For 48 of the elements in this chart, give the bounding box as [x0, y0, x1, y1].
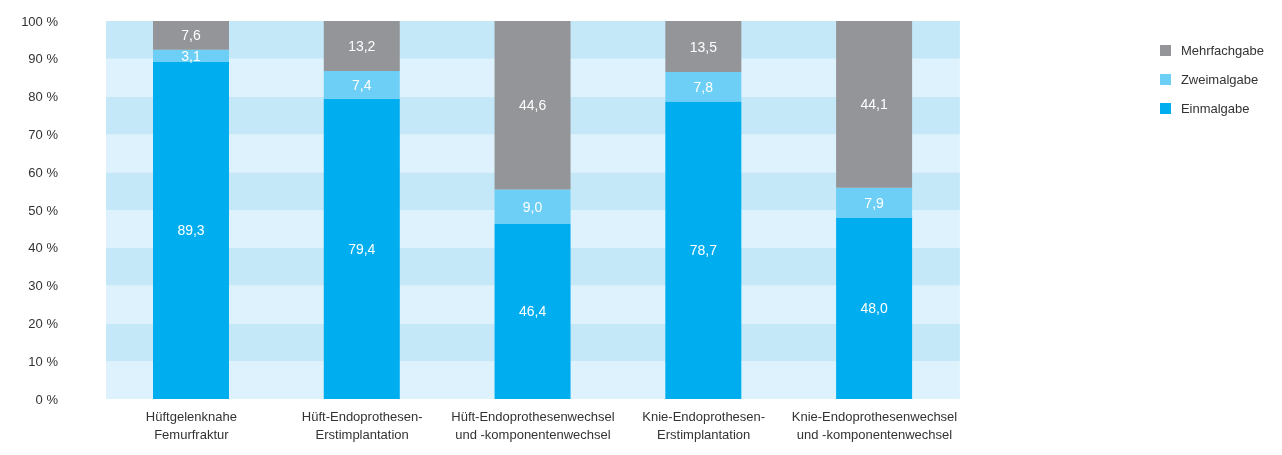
- bar: [836, 217, 913, 399]
- y-tick-label: 10 %: [28, 353, 59, 369]
- y-tick-label: 0 %: [35, 391, 59, 407]
- text: 48,0: [860, 300, 888, 317]
- y-tick-label: 30 %: [28, 278, 59, 294]
- text: 89,3: [177, 222, 205, 239]
- y-tick-label: 100 %: [21, 13, 59, 29]
- legend-label: Mehrfachgabe: [1180, 43, 1264, 58]
- y-tick-label: 60 %: [28, 164, 59, 180]
- bar: [836, 187, 913, 218]
- text: 44,6: [518, 97, 547, 114]
- text: 13,2: [348, 37, 376, 54]
- y-tick-label: 90 %: [28, 51, 59, 67]
- text: 9,0: [522, 198, 543, 215]
- y-tick-label: 20 %: [28, 316, 59, 332]
- bar: [153, 61, 229, 399]
- x-tick-label: Hüft-Endoprothesen- Erstimplantation: [301, 409, 423, 442]
- bar: [323, 21, 400, 71]
- bar: [836, 21, 913, 188]
- bar: [665, 21, 742, 73]
- y-tick-label: 80 %: [28, 89, 59, 105]
- text: 79,4: [348, 240, 376, 257]
- legend-label: Einmalgabe: [1180, 101, 1250, 116]
- bar: [494, 189, 571, 224]
- text: 7,6: [181, 27, 201, 44]
- text: 44,1: [860, 96, 888, 113]
- bar: [665, 72, 742, 102]
- text: 7,9: [864, 194, 884, 211]
- bar: [153, 21, 229, 50]
- bar: [323, 70, 400, 99]
- y-tick-label: 70 %: [28, 127, 59, 143]
- text: 7,4: [352, 76, 372, 93]
- x-tick-label: Hüftgelenknahe Femurfraktur: [145, 409, 237, 442]
- y-tick-label: 40 %: [28, 240, 59, 256]
- text: 46,4: [518, 303, 547, 320]
- text: 7,8: [693, 78, 714, 95]
- text: 78,7: [689, 242, 717, 259]
- bar: [494, 223, 571, 399]
- text: 3,1: [181, 47, 201, 64]
- x-tick-label: Knie-Endoprothesenwechsel und -komponentenwechsel: [791, 409, 958, 442]
- bar: [494, 21, 571, 190]
- x-tick-label: Hüft-Endoprothesenwechsel und -komponentenwechsel: [451, 409, 615, 442]
- y-tick-label: 50 %: [28, 202, 59, 218]
- bar: [665, 101, 742, 399]
- x-tick-label: Knie-Endoprothesen- Erstimplantation: [642, 409, 766, 442]
- bar: [323, 98, 400, 399]
- legend-label: Zweimalgabe: [1180, 72, 1259, 87]
- text: 13,5: [689, 38, 717, 55]
